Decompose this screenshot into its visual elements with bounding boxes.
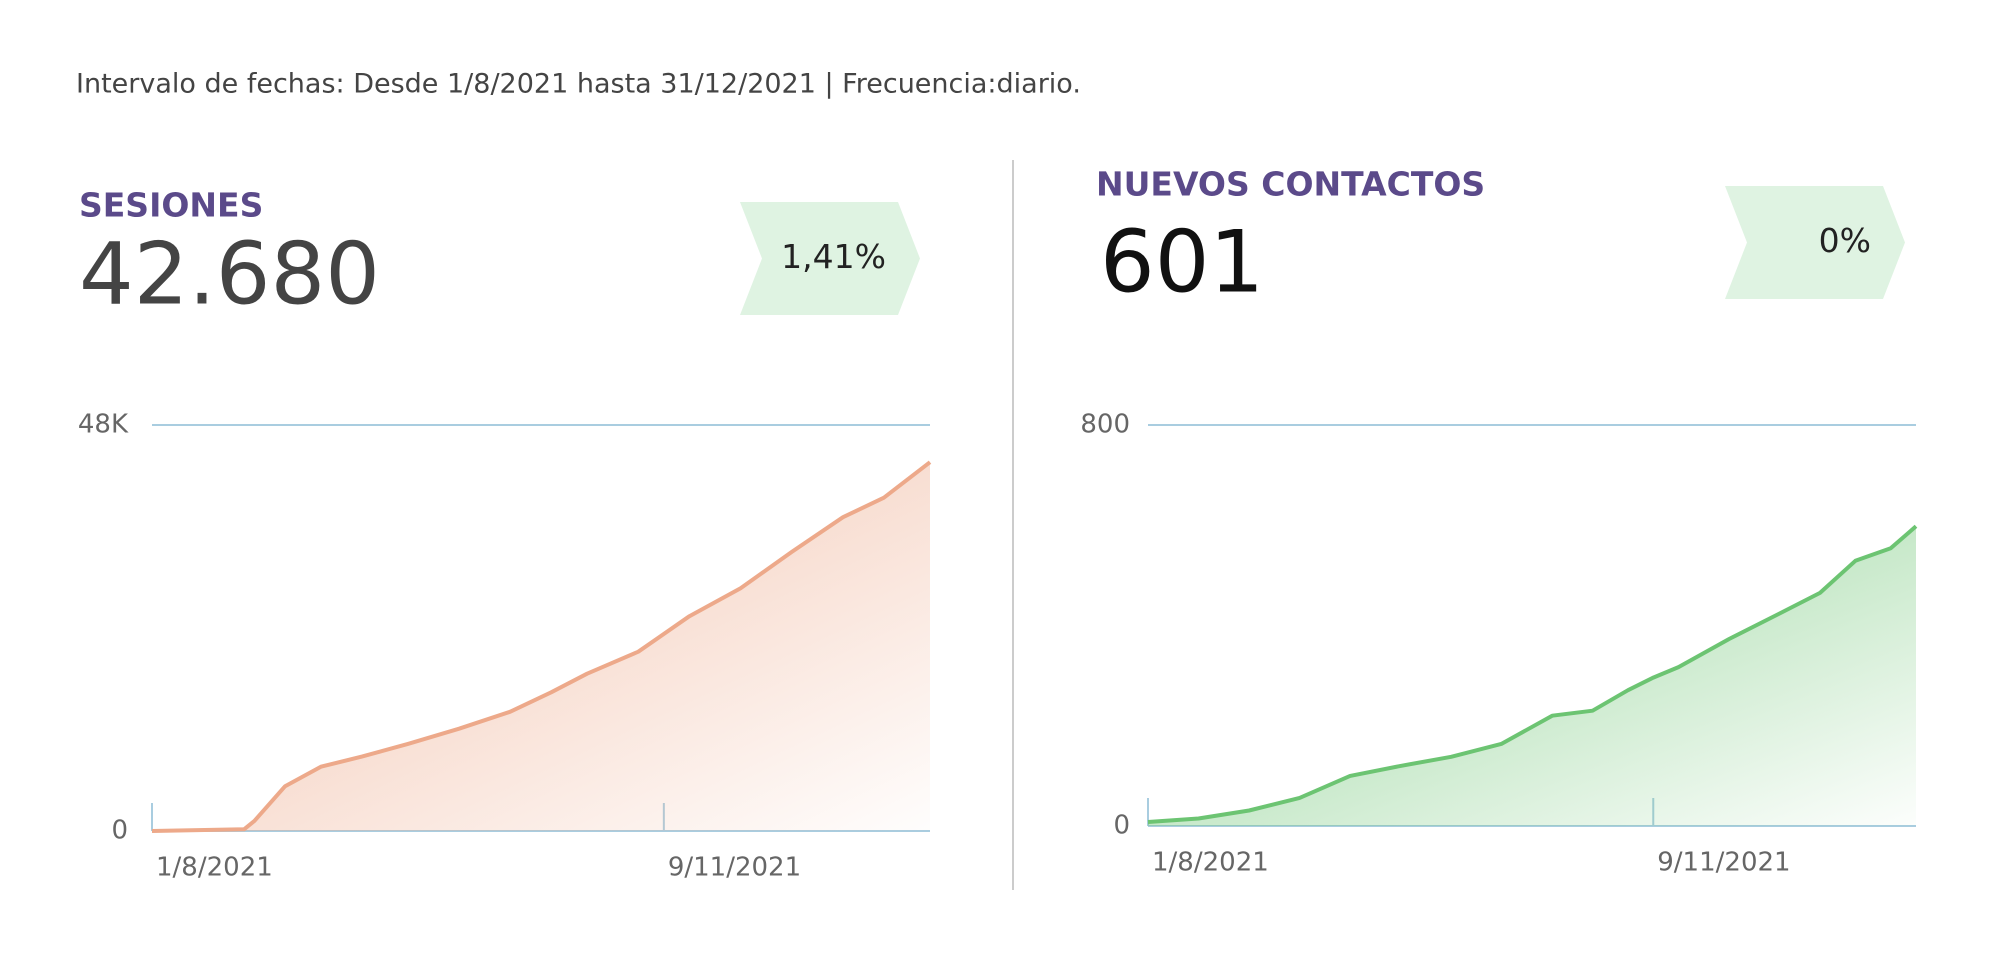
- y-tick-label: 48K: [78, 410, 129, 440]
- change-value: 1,41%: [781, 237, 886, 276]
- change-value: 0%: [1819, 221, 1871, 260]
- area-line: [151, 460, 932, 833]
- kpi-value: 42.680: [79, 224, 380, 324]
- area-fill: [152, 462, 930, 831]
- kpi-value: 601: [1100, 212, 1264, 312]
- x-tick-label: 9/11/2021: [668, 853, 801, 883]
- y-tick-label: 0: [111, 816, 128, 846]
- y-tick-label: 800: [1080, 410, 1130, 440]
- area-fill: [1148, 526, 1916, 826]
- change-badge: [1725, 186, 1905, 299]
- x-tick-label: 1/8/2021: [1152, 848, 1269, 878]
- y-tick-label: 0: [1113, 811, 1130, 841]
- x-tick-label: 1/8/2021: [156, 853, 273, 883]
- date-range: Intervalo de fechas: Desde 1/8/2021 hast…: [76, 69, 1081, 100]
- area-line: [1147, 524, 1918, 824]
- kpi-title: NUEVOS CONTACTOS: [1096, 165, 1485, 204]
- x-tick-label: 9/11/2021: [1657, 848, 1790, 878]
- change-badge: [740, 202, 920, 315]
- kpi-title: SESIONES: [79, 186, 263, 225]
